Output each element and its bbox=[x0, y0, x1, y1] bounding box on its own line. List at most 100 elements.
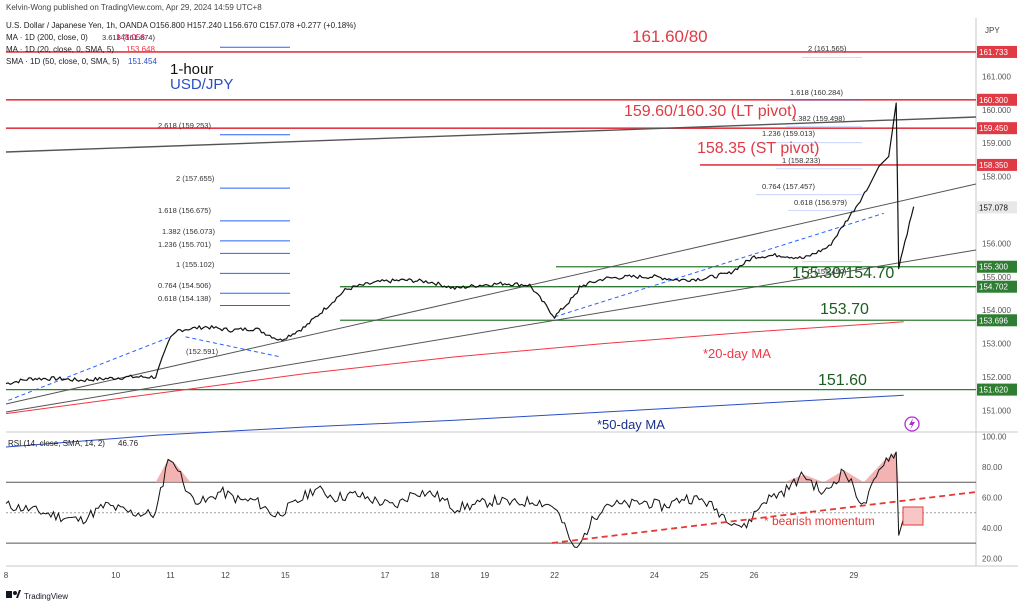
rsi-trend-line bbox=[551, 491, 977, 544]
x-tick-label: 12 bbox=[221, 571, 230, 580]
x-tick-label: 29 bbox=[849, 571, 858, 580]
fib-label: 1.382 (159.498) bbox=[792, 114, 845, 123]
x-tick-label: 19 bbox=[480, 571, 489, 580]
rsi-annotation: * bearish momentum bbox=[764, 514, 875, 528]
rsi-y-tick-label: 40.00 bbox=[982, 524, 1003, 533]
ma200-label: MA · 1D (200, close, 0) bbox=[6, 33, 88, 42]
fib-label: (152.591) bbox=[186, 347, 219, 356]
price-line bbox=[5, 102, 915, 385]
rsi-value: 46.76 bbox=[118, 439, 139, 448]
price-tag bbox=[977, 383, 1017, 396]
x-tick-label: 11 bbox=[166, 571, 175, 580]
price-tag-label: 159.450 bbox=[979, 124, 1008, 133]
level-label: 153.70 bbox=[820, 301, 869, 318]
x-tick-label: 10 bbox=[111, 571, 120, 580]
channel-upper-line bbox=[5, 183, 977, 405]
price-tag-label: 153.696 bbox=[979, 316, 1008, 325]
fib-label: 3.618 (161.874) bbox=[102, 33, 155, 42]
y-tick-label: 153.000 bbox=[982, 340, 1011, 349]
x-tick-label: 15 bbox=[281, 571, 290, 580]
footer-brand: TradingView bbox=[24, 592, 68, 601]
chart-title-interval: 1-hour bbox=[170, 61, 213, 78]
rsi-y-tick-label: 20.00 bbox=[982, 554, 1003, 563]
y-tick-label: 151.000 bbox=[982, 406, 1011, 415]
price-tag bbox=[977, 280, 1017, 293]
level-label: 159.60/160.30 (LT pivot) bbox=[624, 103, 797, 120]
fib-label: 0.618 (154.138) bbox=[158, 294, 211, 303]
symbol-line: U.S. Dollar / Japanese Yen, 1h, OANDA O1… bbox=[6, 21, 356, 30]
price-tag bbox=[977, 93, 1017, 106]
price-tag-label: 154.702 bbox=[979, 283, 1008, 292]
ma20-annotation: *20-day MA bbox=[703, 346, 771, 361]
fib-label: 1.618 (156.675) bbox=[158, 206, 211, 215]
price-tag bbox=[977, 45, 1017, 58]
price-tag-label: 157.078 bbox=[979, 203, 1008, 212]
rsi-y-tick-label: 80.00 bbox=[982, 463, 1003, 472]
ma50-line bbox=[5, 394, 904, 448]
rsi-title: RSI (14, close, SMA, 14, 2) bbox=[8, 439, 105, 448]
ma20-label: MA · 1D (20, close, 0, SMA, 5) bbox=[6, 45, 114, 54]
y-tick-label: 159.000 bbox=[982, 139, 1011, 148]
sma50-label: SMA · 1D (50, close, 0, SMA, 5) bbox=[6, 57, 120, 66]
y-tick-label: 155.000 bbox=[982, 273, 1011, 282]
level-label: 158.35 (ST pivot) bbox=[697, 140, 819, 157]
fib-label: 2 (157.655) bbox=[176, 174, 215, 183]
x-tick-label: 26 bbox=[750, 571, 759, 580]
level-label: 161.60/80 bbox=[632, 27, 708, 46]
fib-label: 0.764 (157.457) bbox=[762, 182, 815, 191]
trend-line bbox=[5, 116, 977, 153]
price-tag-label: 158.350 bbox=[979, 161, 1008, 170]
currency-label: JPY bbox=[985, 26, 1000, 35]
rsi-line bbox=[5, 451, 905, 549]
publisher-text: Kelvin-Wong published on TradingView.com… bbox=[6, 3, 262, 12]
price-tag bbox=[977, 314, 1017, 327]
x-tick-label: 22 bbox=[550, 571, 559, 580]
price-tag bbox=[977, 201, 1017, 214]
x-tick-label: 18 bbox=[430, 571, 439, 580]
ma200-value: 148.056 bbox=[116, 33, 145, 42]
y-tick-label: 152.000 bbox=[982, 373, 1011, 382]
y-tick-label: 154.000 bbox=[982, 306, 1011, 315]
fib-label: 1.618 (160.284) bbox=[790, 88, 843, 97]
level-label: 151.60 bbox=[818, 372, 867, 389]
x-tick-label: 25 bbox=[700, 571, 709, 580]
price-tag-label: 160.300 bbox=[979, 96, 1008, 105]
ma20-line bbox=[5, 321, 904, 415]
fib-label: 2.618 (159.253) bbox=[158, 121, 211, 130]
fib-swing-line bbox=[185, 336, 281, 358]
fib-label: 1.236 (155.701) bbox=[158, 240, 211, 249]
level-label: 155.30/154.70 bbox=[792, 265, 894, 282]
fib-label: 1 (155.102) bbox=[176, 260, 215, 269]
price-tag bbox=[977, 158, 1017, 171]
price-tag-label: 155.300 bbox=[979, 263, 1008, 272]
ma50-annotation: *50-day MA bbox=[597, 417, 665, 432]
fib-label: 1 (158.233) bbox=[782, 156, 821, 165]
lightning-icon[interactable] bbox=[904, 416, 920, 432]
fib-swing-line bbox=[554, 212, 884, 318]
price-tag-label: 151.620 bbox=[979, 386, 1008, 395]
y-tick-label: 161.000 bbox=[982, 72, 1011, 81]
y-tick-label: 158.000 bbox=[982, 173, 1011, 182]
ma20-value: 153.648 bbox=[126, 45, 155, 54]
x-tick-label: 24 bbox=[650, 571, 659, 580]
fib-label: 1.236 (159.013) bbox=[762, 129, 815, 138]
x-tick-label: 8 bbox=[4, 571, 9, 580]
rsi-breakdown-box bbox=[902, 506, 924, 526]
fib-label: 0.618 (156.979) bbox=[794, 198, 847, 207]
y-tick-label: 160.000 bbox=[982, 106, 1011, 115]
price-tag bbox=[977, 260, 1017, 273]
price-tag-label: 161.733 bbox=[979, 48, 1008, 57]
price-tag bbox=[977, 122, 1017, 135]
channel-lower-line bbox=[5, 249, 977, 413]
chart-title-symbol: USD/JPY bbox=[170, 76, 233, 93]
tradingview-logo-icon bbox=[6, 590, 21, 598]
rsi-y-tick-label: 60.00 bbox=[982, 493, 1003, 502]
y-tick-label: 156.000 bbox=[982, 239, 1011, 248]
fib-label: 0.764 (154.506) bbox=[158, 281, 211, 290]
fib-swing-line bbox=[8, 336, 171, 401]
fib-label: 0 (155.450) bbox=[808, 267, 847, 276]
rsi-y-tick-label: 100.00 bbox=[982, 433, 1007, 442]
sma50-value: 151.454 bbox=[128, 57, 157, 66]
